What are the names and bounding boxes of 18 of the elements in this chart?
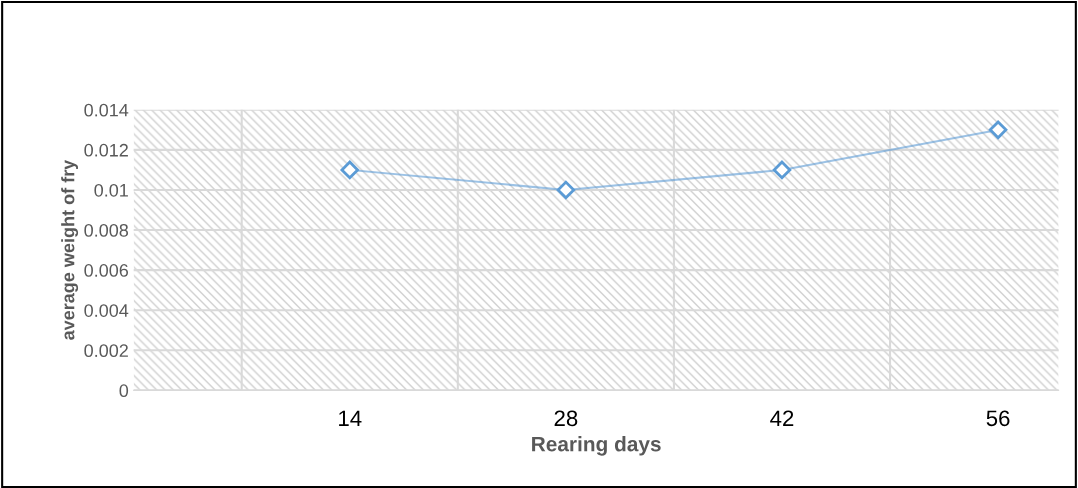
y-tick-label: 0.002 — [84, 344, 128, 358]
y-tick-label: 0.014 — [84, 103, 129, 117]
y-axis-title: average weight of fry — [61, 159, 79, 340]
point — [772, 160, 792, 180]
x-tick-label: 42 — [770, 410, 794, 426]
x-tick-label: 28 — [554, 410, 578, 427]
y-tick-label: 0.006 — [84, 264, 129, 277]
point — [988, 120, 1008, 140]
x-tick-label: 56 — [986, 410, 1010, 427]
y-tick-label: 0 — [119, 384, 129, 398]
point — [340, 160, 360, 180]
point — [556, 180, 576, 200]
x-tick-label: 14 — [339, 410, 362, 426]
y-tick-label: 0.008 — [84, 223, 129, 237]
y-tick-label: 0.01 — [94, 183, 128, 197]
y-tick-label: 0.004 — [84, 304, 129, 317]
x-axis-title: Rearing days — [532, 436, 661, 456]
y-tick-label: 0.012 — [84, 143, 128, 157]
